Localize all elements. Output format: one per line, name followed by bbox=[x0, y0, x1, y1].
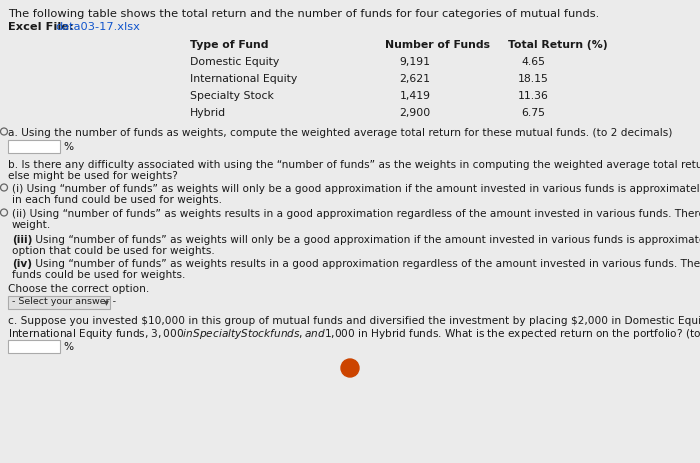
Bar bbox=[8, 340, 60, 353]
Text: Number of Funds: Number of Funds bbox=[385, 40, 490, 50]
Text: Domestic Equity: Domestic Equity bbox=[190, 57, 279, 67]
Text: %: % bbox=[63, 142, 73, 151]
Text: (ii) Using “number of funds” as weights results in a good approximation regardle: (ii) Using “number of funds” as weights … bbox=[12, 209, 700, 219]
Text: i: i bbox=[349, 365, 351, 375]
Text: Using “number of funds” as weights will only be a good approximation if the amou: Using “number of funds” as weights will … bbox=[32, 235, 700, 245]
Circle shape bbox=[341, 359, 359, 377]
Text: Total Return (%): Total Return (%) bbox=[508, 40, 608, 50]
Text: Specialty Stock: Specialty Stock bbox=[190, 91, 274, 101]
Text: The following table shows the total return and the number of funds for four cate: The following table shows the total retu… bbox=[8, 9, 599, 19]
Text: in each fund could be used for weights.: in each fund could be used for weights. bbox=[12, 195, 222, 205]
Text: Choose the correct option.: Choose the correct option. bbox=[8, 284, 149, 294]
Text: %: % bbox=[63, 342, 73, 351]
Text: data03-17.xlsx: data03-17.xlsx bbox=[55, 22, 140, 32]
Text: (i) Using “number of funds” as weights will only be a good approximation if the : (i) Using “number of funds” as weights w… bbox=[12, 184, 700, 194]
Text: Type of Fund: Type of Fund bbox=[190, 40, 269, 50]
Text: a. Using the number of funds as weights, compute the weighted average total retu: a. Using the number of funds as weights,… bbox=[8, 128, 673, 138]
Bar bbox=[8, 296, 110, 309]
Text: International Equity funds, $3,000 in Specialty Stock funds, and $1,000 in Hybri: International Equity funds, $3,000 in Sp… bbox=[8, 327, 700, 341]
Text: b. Is there any difficulty associated with using the “number of funds” as the we: b. Is there any difficulty associated wi… bbox=[8, 160, 700, 170]
Text: 2,900: 2,900 bbox=[400, 108, 430, 118]
Text: c. Suppose you invested $10,000 in this group of mutual funds and diversified th: c. Suppose you invested $10,000 in this … bbox=[8, 316, 700, 326]
Text: International Equity: International Equity bbox=[190, 74, 298, 84]
Text: funds could be used for weights.: funds could be used for weights. bbox=[12, 270, 186, 280]
Text: 18.15: 18.15 bbox=[517, 74, 548, 84]
Text: - Select your answer -: - Select your answer - bbox=[12, 298, 116, 307]
Text: Hybrid: Hybrid bbox=[190, 108, 226, 118]
Text: (iv): (iv) bbox=[12, 259, 32, 269]
Text: 6.75: 6.75 bbox=[521, 108, 545, 118]
Text: Excel File:: Excel File: bbox=[8, 22, 78, 32]
Text: 1,419: 1,419 bbox=[400, 91, 430, 101]
Text: 4.65: 4.65 bbox=[521, 57, 545, 67]
Text: (iii): (iii) bbox=[12, 235, 32, 245]
Text: 9,191: 9,191 bbox=[400, 57, 430, 67]
Text: option that could be used for weights.: option that could be used for weights. bbox=[12, 246, 215, 256]
Text: weight.: weight. bbox=[12, 220, 51, 230]
Text: 2,621: 2,621 bbox=[400, 74, 430, 84]
Text: else might be used for weights?: else might be used for weights? bbox=[8, 171, 178, 181]
Text: ▾: ▾ bbox=[104, 298, 109, 307]
Text: 11.36: 11.36 bbox=[517, 91, 548, 101]
Bar bbox=[8, 140, 60, 153]
Text: Using “number of funds” as weights results in a good approximation regardless of: Using “number of funds” as weights resul… bbox=[32, 259, 700, 269]
